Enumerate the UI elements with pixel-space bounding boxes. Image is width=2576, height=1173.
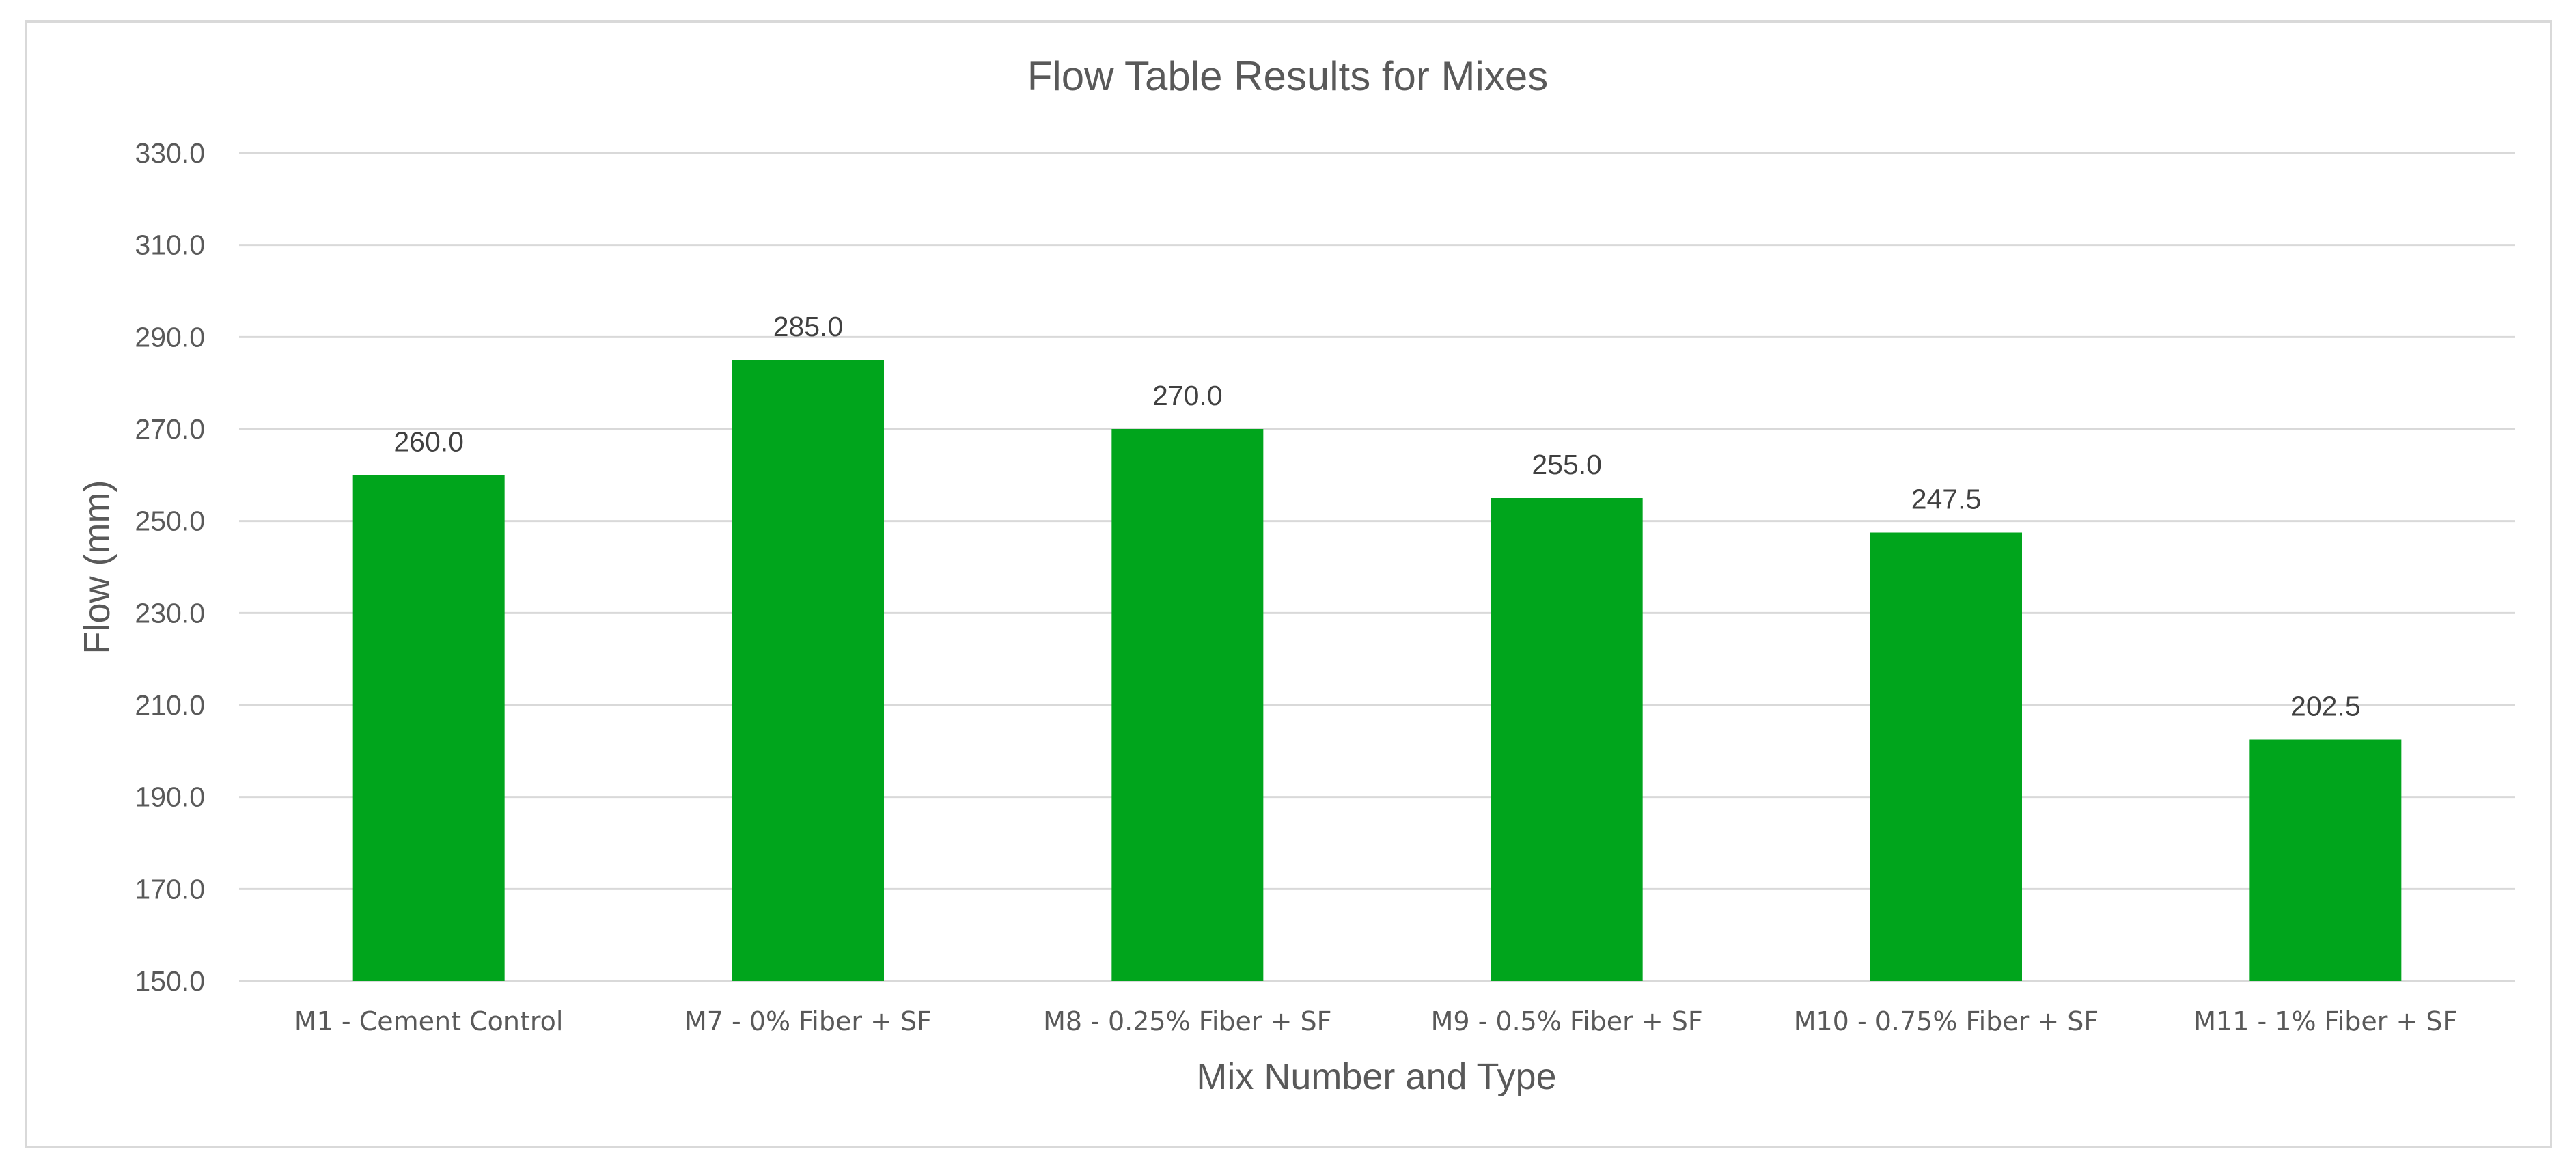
bars — [352, 360, 2402, 981]
x-category-label: M10 - 0.75% Fiber + SF — [1794, 1006, 2099, 1036]
y-tick-label: 250.0 — [135, 506, 205, 537]
bar — [2249, 739, 2402, 981]
bar — [352, 475, 505, 981]
x-category-label: M9 - 0.5% Fiber + SF — [1431, 1006, 1703, 1036]
bar — [1111, 429, 1264, 981]
bar — [1491, 498, 1643, 981]
x-axis-categories: M1 - Cement Control M7 - 0% Fiber + SF M8 … — [294, 1006, 2458, 1036]
data-label: 260.0 — [393, 426, 464, 457]
data-labels: 260.0 285.0 270.0 255.0 247.5 202.5 — [393, 311, 2360, 722]
y-tick-label: 310.0 — [135, 230, 205, 261]
x-category-label: M8 - 0.25% Fiber + SF — [1043, 1006, 1331, 1036]
y-tick-label: 270.0 — [135, 413, 205, 445]
y-axis-ticks: 150.0 170.0 190.0 210.0 230.0 250.0 270.0 290.0… — [135, 137, 205, 997]
y-tick-label: 330.0 — [135, 137, 205, 169]
y-tick-label: 290.0 — [135, 321, 205, 353]
x-category-label: M11 - 1% Fiber + SF — [2193, 1006, 2457, 1036]
chart-title: Flow Table Results for Mixes — [1027, 53, 1548, 99]
data-label: 202.5 — [2290, 691, 2361, 722]
bar — [1870, 532, 2022, 981]
y-tick-label: 230.0 — [135, 597, 205, 629]
bar — [732, 360, 884, 981]
y-axis-label: Flow (mm) — [77, 480, 117, 654]
y-tick-label: 190.0 — [135, 782, 205, 813]
x-category-label: M1 - Cement Control — [294, 1006, 564, 1036]
data-label: 255.0 — [1532, 449, 1602, 480]
x-axis-label: Mix Number and Type — [1196, 1056, 1556, 1097]
data-label: 270.0 — [1152, 380, 1223, 411]
data-label: 247.5 — [1911, 484, 1982, 515]
data-label: 285.0 — [773, 311, 844, 342]
y-tick-label: 150.0 — [135, 965, 205, 997]
gridlines — [239, 152, 2515, 982]
y-tick-label: 210.0 — [135, 689, 205, 721]
x-category-label: M7 - 0% Fiber + SF — [684, 1006, 932, 1036]
y-tick-label: 170.0 — [135, 873, 205, 905]
